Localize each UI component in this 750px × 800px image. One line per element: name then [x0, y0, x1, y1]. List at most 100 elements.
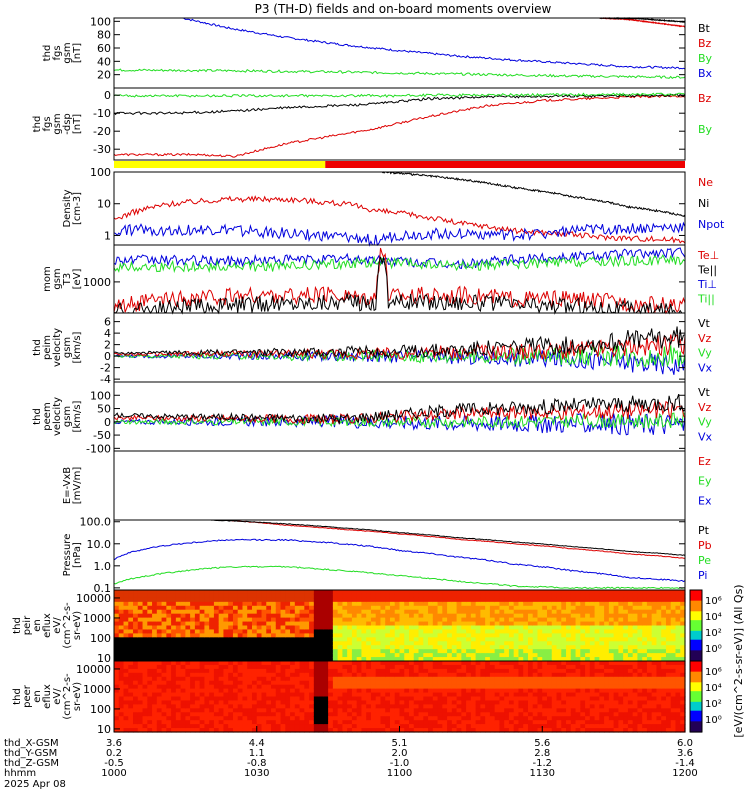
spectrogram-cell: [627, 653, 634, 658]
legend-label: Pe: [698, 554, 711, 567]
spectrogram-cell: [409, 676, 415, 682]
spectrogram-cell: [156, 664, 163, 670]
spectrogram-cell: [142, 653, 148, 658]
spectrogram-cell: [180, 712, 186, 717]
spectrogram-cell: [280, 668, 286, 674]
spectrogram-cell: [480, 593, 486, 599]
spectrogram-cell: [166, 700, 172, 705]
spectrogram-cell: [661, 629, 667, 634]
spectrogram-cell: [608, 692, 615, 698]
spectrogram-cell: [523, 641, 529, 646]
spectrogram-cell: [604, 601, 610, 607]
spectrogram-cell: [247, 653, 253, 658]
spectrogram-cell: [537, 684, 543, 690]
spectrogram-cell: [342, 649, 348, 654]
legend-label: Vt: [698, 317, 711, 330]
spectrogram-cell: [256, 621, 263, 627]
spectrogram-cell: [542, 590, 548, 595]
spectrogram-cell: [556, 605, 562, 611]
spectrogram-cell: [675, 590, 681, 595]
spectrogram-cell: [665, 601, 672, 607]
spectrogram-cell: [456, 657, 462, 662]
spectrogram-cell: [661, 728, 667, 733]
spectrogram-cell: [180, 621, 186, 627]
spectrogram-cell: [133, 593, 139, 599]
spectrogram-cell: [618, 724, 624, 729]
spectrogram-cell: [670, 661, 677, 666]
spectrogram-cell: [247, 728, 253, 733]
spectrogram-cell: [604, 692, 610, 698]
spectrogram-cell: [175, 661, 182, 666]
spectrogram-cell: [608, 601, 615, 607]
spectrogram-cell: [328, 649, 334, 654]
spectrogram-cell: [513, 724, 520, 729]
spectrogram-cell: [394, 609, 401, 615]
spectrogram-cell: [171, 692, 177, 698]
spectrogram-cell: [147, 716, 153, 721]
spectrogram-cell: [328, 613, 334, 619]
spectrogram-cell: [556, 649, 562, 654]
spectrogram-cell: [218, 641, 225, 646]
spectrogram-cell: [366, 609, 372, 615]
spectrogram-cell: [114, 704, 120, 709]
spectrogram-cell: [447, 645, 453, 650]
spectrogram-cell: [166, 696, 172, 702]
spectrogram-cell: [380, 597, 386, 603]
spectrogram-cell: [161, 712, 167, 717]
spectrogram-cell: [171, 657, 177, 662]
spectrogram-cell: [675, 700, 681, 705]
spectrogram-cell: [142, 716, 148, 721]
spectrogram-cell: [580, 704, 586, 709]
spectrogram-cell: [637, 704, 643, 709]
spectrogram-cell: [213, 680, 220, 686]
spectrogram-cell: [537, 653, 543, 658]
spectrogram-cell: [608, 613, 615, 619]
spectrogram-cell: [580, 597, 586, 603]
spectrogram-cell: [185, 720, 191, 725]
y-tick-label: 0: [104, 350, 111, 363]
spectrogram-cell: [199, 720, 206, 725]
spectrogram-cell: [442, 676, 448, 682]
spectrogram-cell: [513, 593, 520, 599]
spectrogram-cell: [128, 668, 134, 674]
spectrogram-cell: [147, 676, 153, 682]
spectrogram-cell: [180, 641, 186, 646]
spectrogram-cell: [675, 728, 681, 733]
spectrogram-cell: [575, 661, 581, 666]
spectrogram-cell: [142, 728, 148, 733]
spectrogram-cell: [152, 593, 158, 599]
spectrogram-cell: [423, 708, 429, 713]
spectrogram-cell: [328, 680, 334, 686]
x-axis-row-label: thd_Z-GSM: [4, 758, 59, 769]
spectrogram-cell: [123, 590, 129, 595]
spectrogram-cell: [547, 700, 553, 705]
spectrogram-cell: [171, 613, 177, 619]
spectrogram-cell: [418, 692, 424, 698]
status-bar-red: [325, 161, 685, 168]
spectrogram-cell: [199, 609, 206, 615]
spectrogram-cell: [280, 664, 286, 670]
spectrogram-cell: [218, 712, 225, 717]
spectrogram-cell: [142, 593, 148, 599]
spectrogram-cell: [575, 684, 581, 690]
spectrogram-cell: [232, 605, 239, 611]
spectrogram-cell: [180, 597, 186, 603]
spectrogram-cell: [375, 657, 382, 662]
spectrogram-cell: [280, 617, 286, 623]
spectrogram-cell: [447, 724, 453, 729]
spectrogram-cell: [204, 625, 210, 631]
series-line-blue: [113, 538, 686, 583]
spectrogram-cell: [494, 621, 501, 627]
spectrogram-cell: [161, 653, 167, 658]
spectrogram-cell: [589, 680, 596, 686]
spectrogram-cell: [646, 590, 653, 595]
spectrogram-cell: [275, 692, 282, 698]
spectrogram-cell: [318, 593, 324, 599]
spectrogram-cell: [309, 653, 315, 658]
spectrogram-cell: [489, 625, 496, 631]
spectrogram-cell: [337, 633, 343, 638]
spectrogram-cell: [180, 724, 186, 729]
spectrogram-cell: [332, 617, 339, 623]
spectrogram-cell: [266, 637, 272, 642]
spectrogram-cell: [423, 664, 429, 670]
